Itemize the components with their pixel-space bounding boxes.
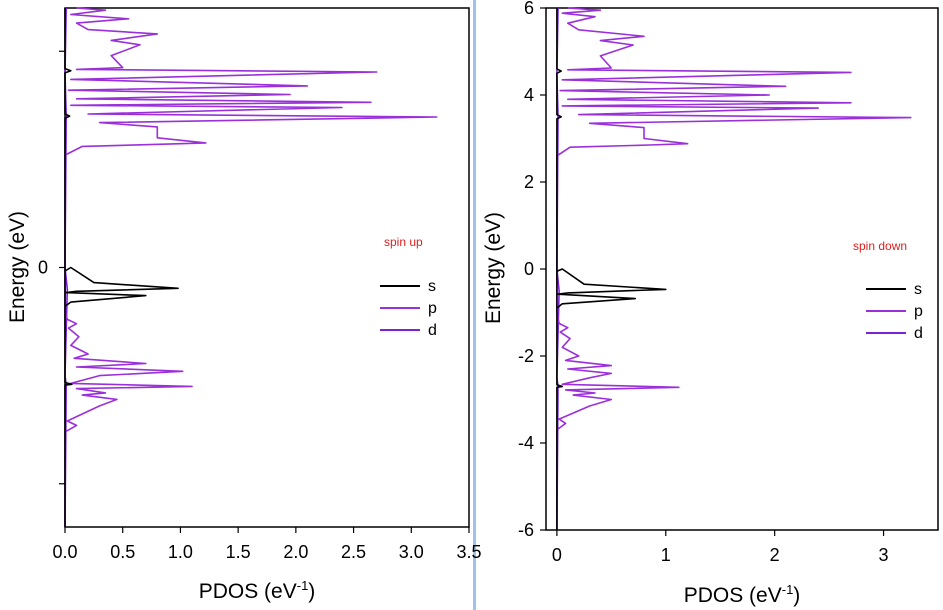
spin-up-x-tick-label: 1.5: [226, 542, 251, 562]
spin-up-x-tick-label: 1.0: [168, 542, 193, 562]
spin-up-x-tick-label: 3.5: [456, 542, 481, 562]
spin-down-panel: 0 1 2 3 6 4 2 0 -2 -4 -6 spin down spd PDOS (eV-1…: [482, 0, 939, 607]
spin-down-x-tick-label: 1: [661, 545, 671, 565]
spin-down-y-tick-label: 4: [524, 85, 534, 105]
spin-down-annotation: spin down: [853, 239, 907, 253]
spin-down-legend-label-s: s: [914, 281, 922, 298]
spin-up-curves: [64, 7, 438, 528]
spin-up-x-tick-label: 2.0: [283, 542, 308, 562]
spin-down-y-tick-label: 6: [524, 0, 534, 18]
spin-up-legend-label-d: d: [428, 322, 437, 339]
spin-down-x-axis-title: PDOS (eV-1): [684, 582, 801, 607]
panel-divider: [473, 0, 476, 610]
spin-up-x-tick-label: 2.5: [341, 542, 366, 562]
spin-up-x-tick-label: 3.0: [399, 542, 424, 562]
spin-up-panel: 0.0 0.5 1.0 1.5 2.0 2.5 3.0 3.5 0 spin up spd P…: [6, 7, 482, 603]
spin-down-legend-label-d: d: [914, 325, 923, 342]
spin-down-x-tick-label: 0: [552, 545, 562, 565]
spin-up-legend-label-p: p: [428, 300, 437, 317]
spin-down-legend-label-p: p: [914, 303, 923, 320]
spin-up-legend: spd: [380, 278, 437, 339]
spin-down-plot-frame: [545, 7, 939, 531]
spin-down-series-p: [556, 7, 912, 530]
spin-up-annotation: spin up: [384, 235, 423, 249]
spin-up-series-s: [64, 8, 179, 527]
spin-down-x-tick-label: 2: [770, 545, 780, 565]
spin-up-x-tick-label: 0.0: [52, 542, 77, 562]
spin-down-x-axis: 0 1 2 3: [552, 530, 889, 565]
spin-up-x-axis: 0.0 0.5 1.0 1.5 2.0 2.5 3.0 3.5: [52, 527, 482, 562]
spin-up-y-tick-label: 0: [38, 258, 48, 278]
spin-down-y-axis: 6 4 2 0 -2 -4 -6: [518, 0, 546, 540]
spin-up-x-tick-label: 0.5: [110, 542, 135, 562]
spin-down-x-tick-label: 3: [879, 545, 889, 565]
spin-up-y-axis-title: Energy (eV): [6, 211, 29, 323]
spin-up-series-p: [64, 7, 438, 527]
spin-up-x-axis-title: PDOS (eV-1): [199, 578, 316, 603]
spin-down-y-axis-title: Energy (eV): [482, 212, 505, 324]
spin-down-y-tick-label: -4: [518, 433, 534, 453]
spin-up-y-axis: 0: [38, 50, 65, 485]
spin-down-y-tick-label: 2: [524, 172, 534, 192]
spin-down-y-tick-label: -6: [518, 520, 534, 540]
spin-up-legend-label-s: s: [428, 278, 436, 295]
spin-down-legend: spd: [866, 281, 923, 342]
spin-down-curves: [556, 7, 912, 531]
spin-down-series-s: [556, 8, 667, 530]
spin-down-y-tick-label: 0: [524, 259, 534, 279]
spin-down-y-tick-label: -2: [518, 346, 534, 366]
